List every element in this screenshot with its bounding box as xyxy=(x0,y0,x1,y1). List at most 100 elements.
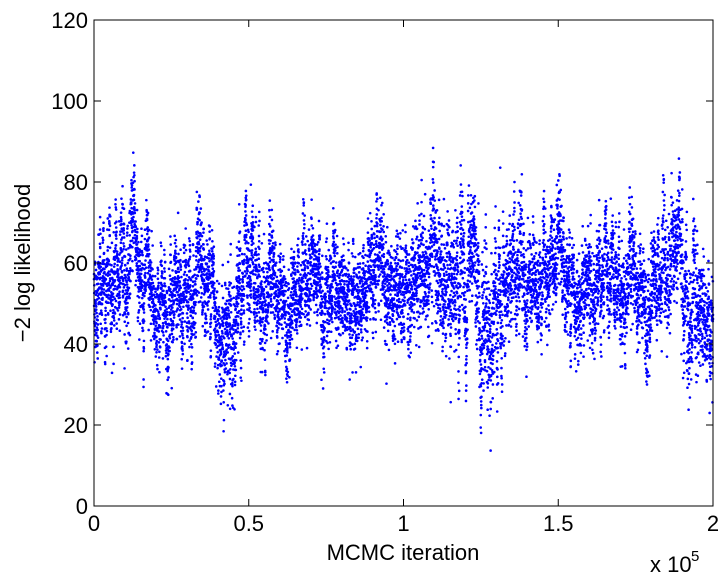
data-point xyxy=(186,300,190,304)
data-point xyxy=(299,316,303,319)
data-point xyxy=(241,298,245,301)
data-point xyxy=(194,288,197,292)
data-point xyxy=(155,321,158,325)
data-point xyxy=(167,366,170,369)
data-point xyxy=(227,309,230,312)
data-point xyxy=(314,287,318,291)
data-point xyxy=(169,260,173,264)
data-point xyxy=(123,269,126,272)
data-point xyxy=(235,304,239,308)
data-point xyxy=(325,237,329,240)
data-point xyxy=(161,321,165,325)
data-point xyxy=(120,218,123,221)
data-point xyxy=(417,315,421,319)
data-point xyxy=(95,339,98,343)
data-point xyxy=(122,236,126,239)
data-point xyxy=(96,323,100,326)
data-point xyxy=(233,364,237,368)
data-point xyxy=(301,212,305,215)
data-point xyxy=(159,338,162,341)
data-point xyxy=(142,280,146,284)
data-point xyxy=(409,331,412,335)
data-point xyxy=(163,276,167,280)
data-point xyxy=(184,227,187,230)
data-point xyxy=(404,278,408,282)
data-point xyxy=(123,263,127,267)
data-point xyxy=(407,261,411,264)
data-point xyxy=(95,334,99,337)
data-point xyxy=(368,268,372,272)
data-point xyxy=(275,275,279,279)
data-point xyxy=(396,232,400,236)
data-point xyxy=(141,329,145,332)
data-point xyxy=(100,302,104,306)
data-point xyxy=(292,296,295,300)
data-point xyxy=(386,262,390,266)
data-point xyxy=(102,221,105,225)
data-point xyxy=(218,314,221,318)
data-point xyxy=(165,313,169,317)
data-point xyxy=(140,286,144,289)
data-point xyxy=(274,261,278,265)
data-point xyxy=(126,292,129,295)
data-point xyxy=(251,262,255,266)
data-point xyxy=(209,296,212,299)
data-point xyxy=(308,291,312,294)
data-point xyxy=(394,250,398,253)
data-point xyxy=(139,289,143,292)
data-point xyxy=(378,273,382,276)
data-point xyxy=(331,285,334,289)
data-point xyxy=(254,247,258,251)
data-point xyxy=(324,320,327,324)
data-point xyxy=(156,348,159,351)
data-point xyxy=(152,293,156,297)
data-point xyxy=(297,255,301,259)
data-point xyxy=(214,342,218,346)
data-point xyxy=(302,237,305,241)
data-point xyxy=(131,218,135,221)
data-point xyxy=(379,299,383,303)
data-point xyxy=(228,407,232,411)
data-point xyxy=(184,248,188,252)
data-point xyxy=(243,258,246,262)
data-point xyxy=(138,301,141,305)
data-point xyxy=(244,203,247,207)
data-point xyxy=(198,218,201,222)
data-point xyxy=(165,310,169,314)
data-point xyxy=(351,237,355,241)
data-point xyxy=(146,211,150,215)
data-point xyxy=(271,241,275,245)
data-point xyxy=(123,273,127,277)
data-point xyxy=(393,362,397,365)
data-point xyxy=(181,329,185,332)
data-point xyxy=(410,285,414,288)
data-point xyxy=(374,280,377,283)
data-point xyxy=(95,291,99,294)
data-point xyxy=(426,314,429,317)
data-point xyxy=(333,228,337,232)
data-point xyxy=(194,291,198,295)
data-point xyxy=(412,298,416,302)
data-point xyxy=(396,247,399,250)
data-point xyxy=(104,317,107,321)
data-point xyxy=(113,279,117,282)
data-point xyxy=(284,325,288,329)
data-point xyxy=(207,257,211,260)
data-point xyxy=(245,272,248,275)
data-point xyxy=(101,238,105,242)
data-point xyxy=(165,351,168,355)
data-point xyxy=(284,289,287,293)
data-point xyxy=(395,252,399,256)
data-point xyxy=(239,247,242,250)
data-point xyxy=(315,262,318,266)
data-point xyxy=(402,336,406,339)
data-point xyxy=(414,294,418,297)
data-point xyxy=(355,333,358,337)
data-point xyxy=(99,322,102,326)
data-point xyxy=(123,283,127,287)
data-point xyxy=(192,333,196,336)
data-point xyxy=(138,264,142,268)
data-point xyxy=(151,300,155,303)
data-point xyxy=(142,347,146,350)
data-point xyxy=(137,296,141,299)
